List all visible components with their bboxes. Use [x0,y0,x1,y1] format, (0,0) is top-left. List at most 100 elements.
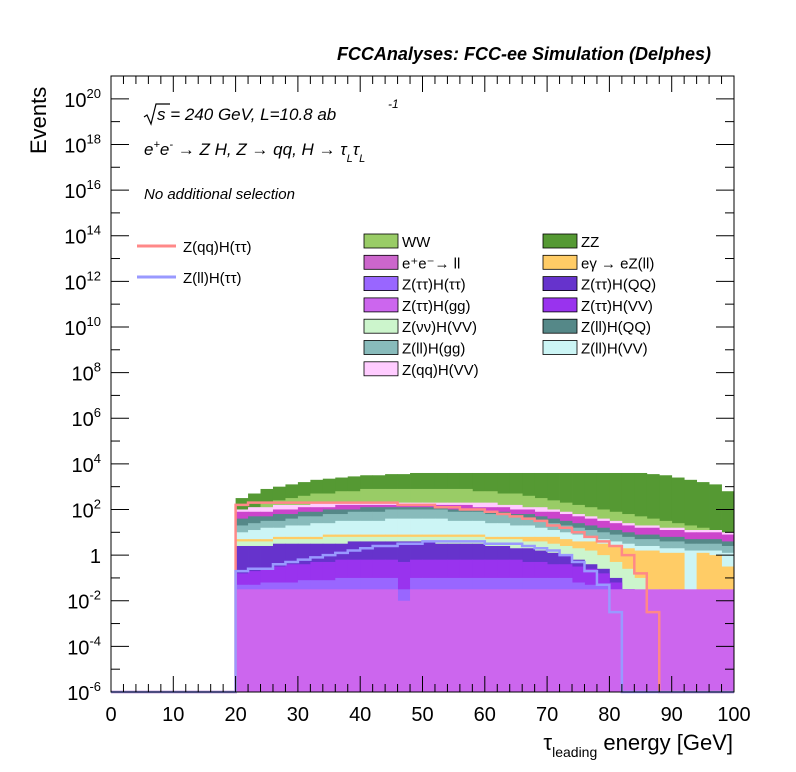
bar [671,589,685,692]
y-tick-base: 10 [64,90,86,112]
line-z-qq-h- [111,501,734,694]
y-tick-exponent: 2 [94,496,101,511]
x-tick-label: 40 [349,704,371,726]
bar [621,589,635,692]
bar [534,589,548,692]
legend-label: Z(ll)H(gg) [402,341,465,358]
y-tick-label: 1010 [64,314,101,340]
bar [248,589,261,692]
x-tick-label: 80 [598,704,620,726]
x-label-tau: τ [543,730,552,755]
y-tick-base: 10 [64,272,86,294]
legend-swatch [542,233,578,249]
y-tick-exponent: -6 [89,679,101,694]
y-tick-label: 1 [90,546,101,568]
y-tick-base: 10 [67,637,89,659]
process-text: e+e- → Z H, Z → qq, H → τLτL [144,139,365,165]
axis-ticks [110,76,735,693]
bar [235,589,249,692]
legend-label: Z(ll)H(VV) [581,341,648,358]
legend-label: Z(ττ)H(QQ) [581,277,656,294]
y-tick-label: 108 [72,360,101,386]
legend-swatch [363,233,399,249]
bar [696,589,710,692]
y-tick-label: 102 [72,496,101,522]
legend-swatch [542,254,578,270]
bar [335,589,349,692]
line-z-ll-h- [111,540,734,694]
bar [584,589,598,692]
bar [559,589,573,692]
legend-swatch [542,318,578,334]
y-tick-exponent: -2 [89,588,101,603]
bar [497,589,511,692]
y-tick-label: 1012 [64,268,101,294]
bar [434,589,448,692]
bar [310,589,324,692]
energy-exponent: -1 [388,97,399,111]
legend-label: Z(ll)H(QQ) [581,319,651,336]
x-axis-label: τleading energy [GeV] [543,730,733,760]
legend-label: Z(ττ)H(ττ) [402,277,466,294]
legend-label: eγ → eZ(ll) [581,255,654,272]
legend-label: Z(qq)H(VV) [402,362,479,379]
y-tick-labels: 10-610-410-21102104106108101010121014101… [64,86,101,705]
y-tick-base: 10 [67,592,89,614]
x-tick-label: 10 [162,704,184,726]
bar [709,589,722,692]
selection-text: No additional selection [144,186,295,203]
y-tick-base: 10 [72,455,94,477]
bar [646,589,660,692]
x-tick-labels: 0 10 20 30 40 50 60 70 80 90 100 [105,704,750,726]
bar [684,589,698,692]
y-tick-label: 10-2 [67,588,101,614]
bar [447,589,461,692]
y-tick-exponent: 4 [94,451,101,466]
energy-text: s = 240 GeV, L=10.8 ab [157,105,336,124]
legend-swatch [363,318,399,334]
y-tick-base: 10 [67,683,89,705]
x-tick-label: 50 [411,704,433,726]
stack-z-h-gg- [235,589,735,692]
bar [596,589,610,692]
y-tick-label: 104 [72,451,101,477]
stacked-histograms [235,472,735,692]
legend-label: Z(νν)H(VV) [402,319,477,336]
y-tick-exponent: 18 [87,131,101,146]
bar [372,589,386,692]
y-tick-exponent: 16 [87,177,101,192]
bar [459,589,473,692]
y-tick-base: 10 [64,318,86,340]
bar [260,589,274,692]
x-label-subscript: leading [552,744,597,760]
y-tick-base: 10 [72,409,94,431]
bar [522,589,536,692]
y-tick-exponent: 14 [87,223,101,238]
legend-swatch [542,276,578,292]
legend-swatch [363,254,399,270]
bar [659,589,673,692]
x-tick-label: 70 [536,704,558,726]
bar [272,589,286,692]
x-tick-label: 20 [224,704,246,726]
x-tick-label: 90 [661,704,683,726]
bar [297,589,311,692]
energy-annotation: s = 240 GeV, L=10.8 ab -1 [143,97,399,126]
x-tick-label: 60 [474,704,496,726]
legend-swatch [363,340,399,355]
y-tick-label: 1016 [64,177,101,203]
sqrt-symbol [143,103,170,126]
y-tick-base: 10 [72,500,94,522]
bar [547,589,560,692]
y-tick-exponent: 20 [87,86,101,101]
y-tick-exponent: 12 [87,268,101,283]
chart-title: FCCAnalyses: FCC-ee Simulation (Delphes) [337,44,711,64]
y-tick-label: 10-6 [67,679,101,705]
bar [572,589,585,692]
legend-label: Z(qq)H(ττ) [183,239,252,256]
bar [285,589,299,692]
bar [609,589,623,692]
y-tick-base: 10 [64,227,86,249]
y-tick-exponent: 8 [94,360,101,375]
y-tick-label: 10-4 [67,633,101,659]
